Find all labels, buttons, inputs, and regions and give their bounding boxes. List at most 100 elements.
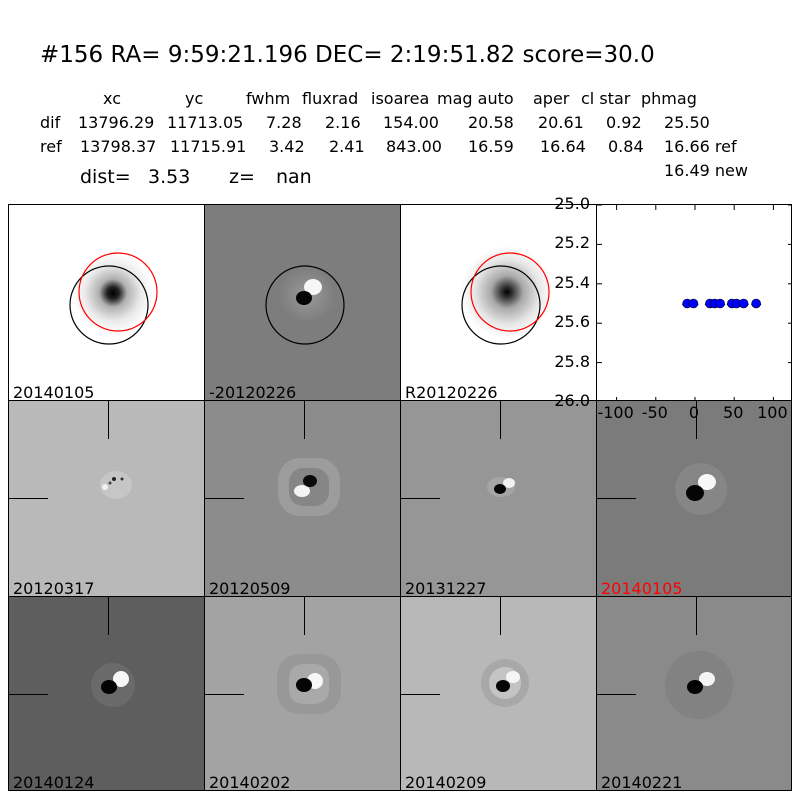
dif-mag-auto: 20.58 <box>468 113 514 132</box>
ref-yc: 11715.91 <box>170 137 247 156</box>
stamp-grid-1-image <box>100 471 132 499</box>
crosshair-vertical <box>304 597 305 635</box>
stamp-label: R20120226 <box>405 383 498 401</box>
dif-xc: 13796.29 <box>78 113 155 132</box>
data-point <box>738 298 749 309</box>
x-tick-label: 50 <box>723 403 744 422</box>
stamp-grid-7: 20140209 <box>400 596 597 791</box>
stamp-label: 20120317 <box>13 579 95 597</box>
col-header-aper: aper <box>533 89 570 108</box>
col-header-phmag: phmag <box>641 89 697 108</box>
row-label-dif: dif <box>40 113 61 132</box>
dif-phmag: 25.50 <box>664 113 710 132</box>
page-title: #156 RA= 9:59:21.196 DEC= 2:19:51.82 sco… <box>40 42 655 68</box>
crosshair-horizontal <box>205 498 244 499</box>
ref-cl-star: 0.84 <box>608 137 644 156</box>
x-tick-label: -50 <box>641 403 668 422</box>
stamp-grid-4-image <box>675 463 727 515</box>
col-header-yc: yc <box>185 89 204 108</box>
stamp-label: 20140105 <box>13 383 95 401</box>
new-phmag: 16.49 new <box>664 161 748 180</box>
row-label-ref: ref <box>40 137 62 156</box>
stamp-label: -20120226 <box>209 383 297 401</box>
aperture-circle-red <box>470 252 550 332</box>
lightcurve-plot <box>596 204 792 401</box>
stamp-label: 20140202 <box>209 773 291 791</box>
aperture-circle-red <box>78 252 158 332</box>
x-tick-label: 100 <box>757 403 788 422</box>
stamp-label: 20120509 <box>209 579 291 597</box>
col-header-xc: xc <box>103 89 121 108</box>
stamp-grid-6: 20140202 <box>204 596 401 791</box>
dif-fluxrad: 2.16 <box>325 113 361 132</box>
y-tick-label: 25.0 <box>554 194 590 213</box>
lightcurve-svg <box>597 205 791 400</box>
crosshair-vertical <box>304 401 305 439</box>
y-tick-label: 25.2 <box>554 233 590 253</box>
crosshair-vertical <box>108 401 109 439</box>
stamp-label: 20140221 <box>601 773 683 791</box>
dist-label: dist= <box>80 166 131 188</box>
aperture-circle-black <box>69 265 149 345</box>
ref-mag-auto: 16.59 <box>468 137 514 156</box>
ref-isoarea: 843.00 <box>386 137 442 156</box>
col-header-isoarea: isoarea <box>371 89 430 108</box>
y-tick-label: 25.4 <box>554 272 590 292</box>
stamp-grid-5: 20140124 <box>8 596 205 791</box>
ref-fluxrad: 2.41 <box>329 137 365 156</box>
z-value: nan <box>276 166 312 188</box>
x-tick-label: 0 <box>688 403 700 422</box>
stamp-ref-image <box>461 246 553 345</box>
stamp-label: 20140209 <box>405 773 487 791</box>
stamp-grid-5-image <box>91 663 135 707</box>
data-point <box>688 298 699 309</box>
stamp-grid-4: 20140105 <box>596 400 792 597</box>
data-point <box>751 298 761 309</box>
dif-cl-star: 0.92 <box>606 113 642 132</box>
ref-aper: 16.64 <box>540 137 586 156</box>
dif-isoarea: 154.00 <box>383 113 439 132</box>
aperture-circle-black <box>461 265 541 345</box>
aperture-circle-black <box>265 265 345 345</box>
dist-value: 3.53 <box>148 166 191 188</box>
y-tick-label: 26.0 <box>554 391 590 410</box>
stamp-grid-8: 20140221 <box>596 596 792 791</box>
z-label: z= <box>229 166 255 188</box>
ref-fwhm: 3.42 <box>269 137 305 156</box>
crosshair-vertical <box>500 401 501 439</box>
stamp-label-highlighted: 20140105 <box>601 579 683 597</box>
crosshair-horizontal <box>597 498 636 499</box>
col-header-cl-star: cl star <box>581 89 631 108</box>
crosshair-horizontal <box>597 694 636 695</box>
crosshair-horizontal <box>401 498 440 499</box>
x-tick-label: -100 <box>597 403 634 422</box>
crosshair-horizontal <box>401 694 440 695</box>
dif-aper: 20.61 <box>538 113 584 132</box>
dif-yc: 11713.05 <box>167 113 244 132</box>
y-tick-label: 25.8 <box>554 351 590 371</box>
stamp-grid-3: 20131227 <box>400 400 597 597</box>
stamp-grid-7-image <box>481 659 529 707</box>
crosshair-horizontal <box>205 694 244 695</box>
col-header-fluxrad: fluxrad <box>302 89 359 108</box>
crosshair-vertical <box>696 401 697 439</box>
y-tick-label: 25.6 <box>554 312 590 332</box>
stamp-new: 20140105 <box>8 204 205 401</box>
stamp-grid-2: 20120509 <box>204 400 401 597</box>
crosshair-vertical <box>696 597 697 635</box>
stamp-grid-3-image <box>487 477 515 497</box>
ref-xc: 13798.37 <box>80 137 157 156</box>
stamp-label: 20140124 <box>13 773 95 791</box>
col-header-mag-auto: mag auto <box>437 89 514 108</box>
stamp-diff: -20120226 <box>204 204 401 401</box>
stamp-grid-8-image <box>665 651 733 719</box>
crosshair-horizontal <box>9 498 48 499</box>
stamp-new-image <box>69 252 158 345</box>
stamp-grid-1: 20120317 <box>8 400 205 597</box>
stamp-grid-6-image <box>277 654 341 714</box>
crosshair-horizontal <box>9 694 48 695</box>
dif-fwhm: 7.28 <box>266 113 302 132</box>
crosshair-vertical <box>108 597 109 635</box>
stamp-diff-image <box>265 265 345 345</box>
crosshair-vertical <box>500 597 501 635</box>
